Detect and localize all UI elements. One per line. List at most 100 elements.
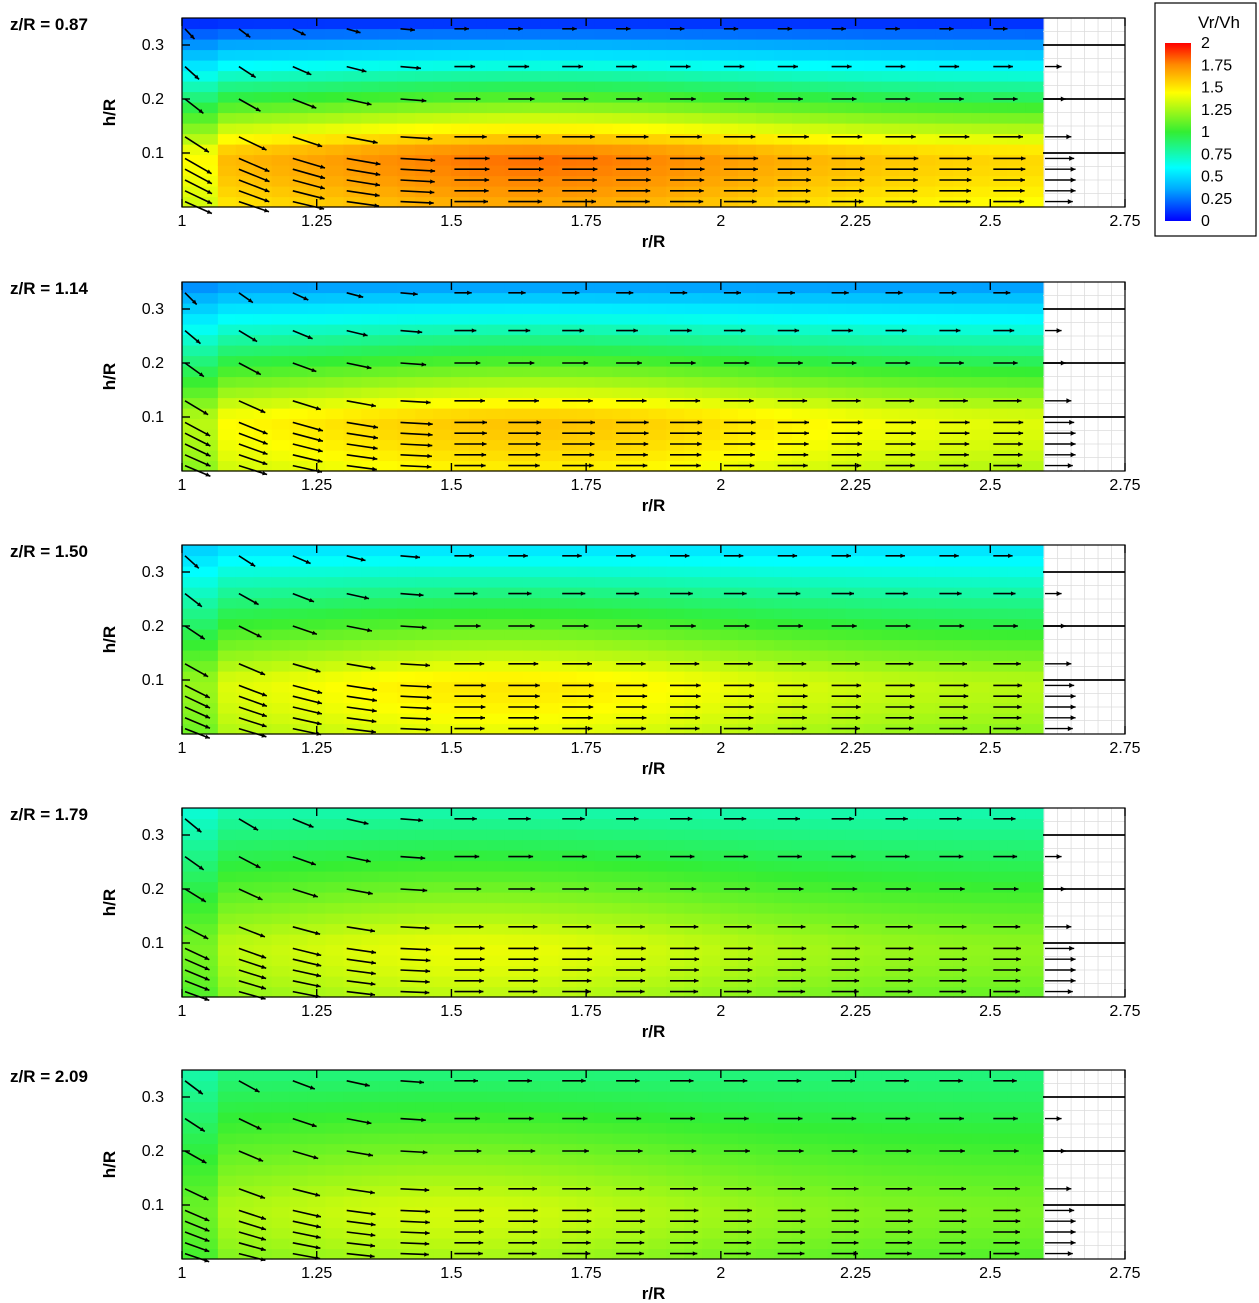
contour-cell — [289, 313, 309, 325]
contour-cell — [863, 660, 883, 672]
contour-cell — [433, 334, 452, 346]
contour-cell — [1007, 303, 1026, 315]
contour-cell — [217, 839, 237, 851]
contour-cell — [594, 175, 614, 187]
x-tick-label: 2.5 — [979, 1003, 1001, 1020]
contour-cell — [791, 154, 811, 166]
contour-cell — [361, 196, 380, 208]
contour-cell — [594, 408, 614, 420]
contour-cell — [199, 587, 219, 599]
contour-cell — [845, 175, 865, 187]
contour-cell — [540, 692, 560, 704]
contour-cell — [343, 60, 362, 72]
contour-cell — [253, 860, 273, 872]
vector-arrowhead — [910, 452, 916, 457]
contour-cell — [809, 671, 829, 683]
contour-cell — [271, 39, 291, 51]
contour-cell — [289, 671, 309, 683]
contour-cell — [289, 355, 309, 367]
contour-cell — [971, 608, 990, 620]
vector-arrowhead — [527, 591, 532, 596]
contour-cell — [666, 618, 685, 630]
y-axis-ticks: 0.10.20.3 — [142, 301, 190, 426]
contour-cell — [684, 18, 703, 30]
vector-arrowhead — [536, 134, 541, 139]
x-axis-label: r/R — [642, 759, 666, 778]
vector-arrowhead — [529, 360, 535, 366]
contour-cell — [307, 566, 327, 578]
contour-cell — [504, 154, 524, 166]
reference-arrowhead — [1069, 419, 1075, 425]
vector-arrowhead — [479, 661, 485, 666]
contour-cell — [648, 913, 667, 925]
vector-arrowhead — [696, 452, 702, 457]
vector-arrowhead — [427, 443, 433, 448]
contour-cell — [971, 566, 990, 578]
contour-cell — [612, 629, 632, 641]
contour-cell — [773, 597, 793, 609]
contour-cell — [756, 60, 775, 72]
contour-cell — [630, 429, 649, 441]
contour-cell — [863, 692, 883, 704]
contour-cell — [271, 112, 291, 124]
contour-cell — [1025, 618, 1044, 630]
contour-cell — [540, 345, 560, 357]
contour-cell — [756, 892, 775, 904]
contour-cell — [433, 175, 452, 187]
contour-cell — [971, 892, 990, 904]
contour-cell — [540, 976, 560, 988]
contour-cell — [325, 39, 345, 51]
contour-cell — [1025, 839, 1044, 851]
contour-cell — [415, 28, 434, 40]
contour-cell — [522, 39, 542, 51]
contour-cell — [863, 576, 883, 588]
contour-cell — [791, 303, 811, 315]
contour-cell — [540, 376, 560, 388]
vector-arrow — [184, 157, 212, 175]
contour-cell — [235, 1175, 255, 1187]
vector-arrowhead — [637, 96, 643, 102]
contour-cell — [522, 850, 542, 862]
contour-cell — [558, 965, 578, 977]
vector-arrowhead — [1019, 199, 1025, 204]
contour-cell — [307, 366, 327, 378]
vector-arrowhead — [632, 64, 637, 69]
contour-cell — [809, 60, 829, 72]
contour-cell — [182, 576, 201, 588]
contour-cell — [540, 850, 560, 862]
contour-cell — [756, 366, 775, 378]
contour-cell — [217, 1154, 237, 1166]
contour-cell — [666, 913, 685, 925]
vector-arrowhead — [523, 553, 528, 558]
contour-cell — [666, 18, 685, 30]
contour-cell — [217, 986, 237, 998]
vector-arrowhead — [480, 946, 485, 951]
vector-arrowhead — [857, 420, 863, 425]
contour-cell — [827, 175, 847, 187]
contour-cell — [1007, 175, 1026, 187]
contour-cell — [199, 566, 219, 578]
contour-cell — [917, 355, 936, 367]
vector-arrowhead — [480, 957, 485, 962]
contour-cell — [415, 629, 434, 641]
contour-cell — [1025, 629, 1044, 641]
contour-cell — [1007, 829, 1026, 841]
contour-cell — [271, 871, 291, 883]
contour-cell — [827, 955, 847, 967]
contour-cell — [738, 112, 757, 124]
contour-cell — [325, 324, 345, 336]
contour-cell — [451, 892, 470, 904]
contour-cell — [845, 60, 865, 72]
contour-cell — [486, 154, 506, 166]
x-tick-label: 1.25 — [301, 740, 332, 757]
contour-cell — [504, 955, 524, 967]
contour-cell — [1025, 671, 1044, 683]
contour-cell — [827, 144, 847, 156]
contour-cell — [253, 545, 273, 557]
contour-cell — [738, 334, 757, 346]
contour-cell — [253, 460, 273, 472]
reference-arrowhead — [1070, 188, 1076, 194]
contour-cell — [594, 639, 614, 651]
x-axis-ticks: 1 1.25 1.5 1.75 2 2.25 2.5 2.75 — [178, 282, 1141, 494]
vector-arrowhead — [204, 955, 210, 960]
